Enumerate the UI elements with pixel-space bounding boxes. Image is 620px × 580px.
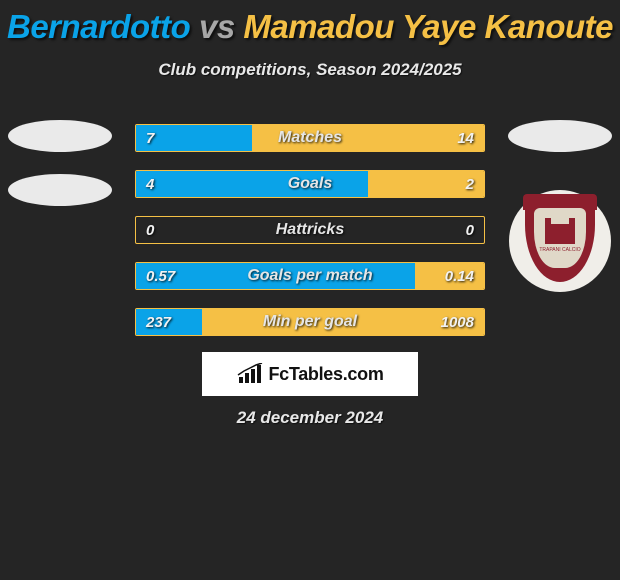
brand-box: FcTables.com — [202, 352, 418, 396]
comparison-title: Bernardotto vs Mamadou Yaye Kanoute — [0, 0, 620, 46]
left-club-logo-1 — [8, 120, 112, 152]
left-club-logo-2 — [8, 174, 112, 206]
brand-text: FcTables.com — [268, 364, 383, 385]
stats-bars: 714Matches 42Goals 0 0Hattricks 0.570.14Goal… — [135, 124, 485, 336]
subtitle: Club competitions, Season 2024/2025 — [0, 60, 620, 80]
bar-value-right: 0 — [466, 217, 474, 243]
shield-icon: TRAPANI CALCIO — [525, 200, 595, 282]
bar-fill-right — [415, 263, 484, 289]
bar-fill-right — [202, 309, 484, 335]
date-text: 24 december 2024 — [0, 408, 620, 428]
left-club-column — [0, 120, 120, 206]
bar-fill-left — [136, 125, 252, 151]
bar-fill-right — [368, 171, 484, 197]
stat-bar: 714Matches — [135, 124, 485, 152]
player2-name: Mamadou Yaye Kanoute — [243, 8, 613, 45]
bar-fill-right — [252, 125, 484, 151]
right-club-column: TRAPANI CALCIO — [500, 120, 620, 292]
shield-text: TRAPANI CALCIO — [539, 248, 580, 253]
stat-bar: 42Goals — [135, 170, 485, 198]
vs-text: vs — [199, 8, 235, 45]
bar-value-left: 0 — [146, 217, 154, 243]
right-club-logo-1 — [508, 120, 612, 152]
player1-name: Bernardotto — [7, 8, 190, 45]
bar-fill-left — [136, 171, 368, 197]
bar-label: Hattricks — [136, 217, 484, 243]
stat-bar: 0.570.14Goals per match — [135, 262, 485, 290]
stat-bar: 2371008Min per goal — [135, 308, 485, 336]
bar-fill-left — [136, 263, 415, 289]
stat-bar: 0 0Hattricks — [135, 216, 485, 244]
bar-fill-left — [136, 309, 202, 335]
right-club-logo-2: TRAPANI CALCIO — [509, 190, 611, 292]
chart-icon — [236, 363, 264, 385]
